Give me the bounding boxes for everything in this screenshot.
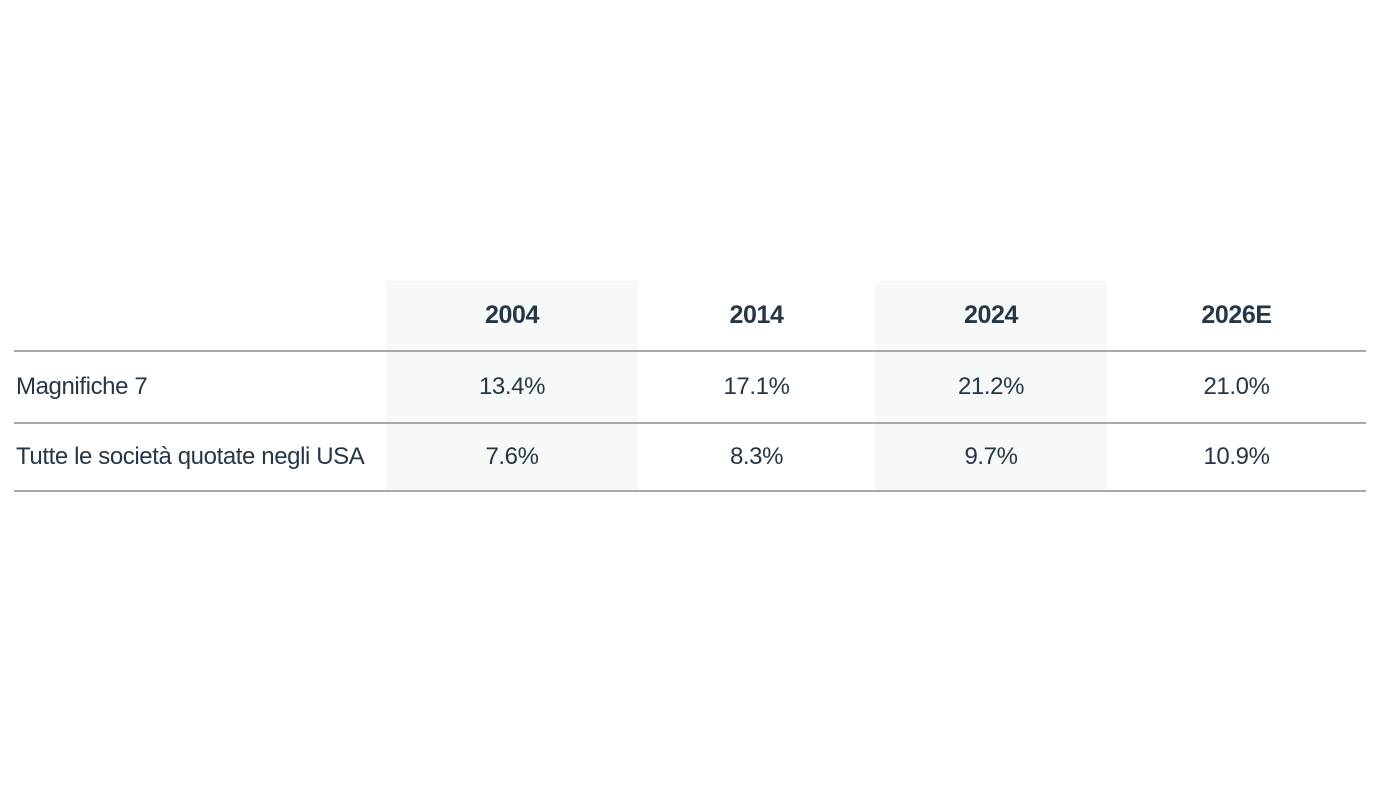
- data-cell-2004: 13.4%: [386, 352, 638, 422]
- row-label: Tutte le società quotate negli USA: [16, 443, 365, 470]
- data-cell-2004: 7.6%: [386, 424, 638, 490]
- column-header-2024: 2024: [875, 281, 1107, 350]
- table-row-tutte-le-societa: Tutte le società quotate negli USA 7.6% …: [14, 424, 1366, 492]
- data-cell-2024: 21.2%: [875, 352, 1107, 422]
- column-header-2026e: 2026E: [1201, 301, 1272, 329]
- data-cell-2014: 17.1%: [723, 373, 790, 400]
- table-header-row: 2004 2014 2024 2026E: [14, 281, 1366, 352]
- column-header-2004: 2004: [386, 281, 638, 350]
- data-cell-2026e: 21.0%: [1203, 373, 1270, 400]
- comparison-table: 2004 2014 2024 2026E Magnifiche 7 13.4% …: [14, 281, 1366, 492]
- data-cell-2026e: 10.9%: [1203, 443, 1270, 470]
- data-cell-2014: 8.3%: [729, 443, 784, 470]
- table-row-magnifiche-7: Magnifiche 7 13.4% 17.1% 21.2% 21.0%: [14, 352, 1366, 424]
- column-header-2014: 2014: [729, 301, 784, 329]
- data-cell-2024: 9.7%: [875, 424, 1107, 490]
- row-label: Magnifiche 7: [16, 373, 148, 400]
- column-header-empty: [14, 281, 386, 350]
